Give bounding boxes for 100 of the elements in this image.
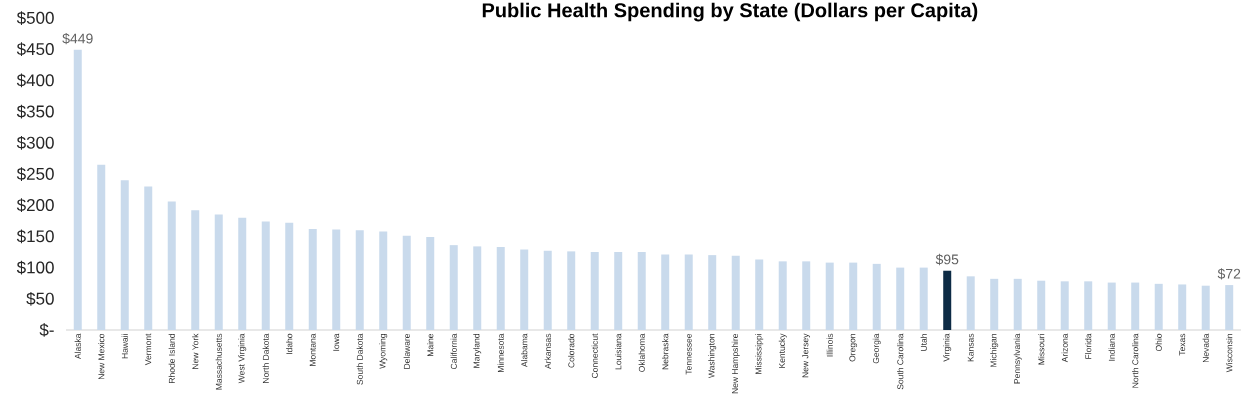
x-tick-label: Idaho xyxy=(286,333,293,355)
bar xyxy=(778,261,787,330)
bar xyxy=(943,270,952,330)
x-tick-label: Indiana xyxy=(1108,333,1115,361)
x-tick-label: New Jersey xyxy=(802,333,811,378)
bar xyxy=(802,261,811,330)
bar xyxy=(402,235,411,330)
bar xyxy=(731,255,740,330)
bar xyxy=(661,254,670,330)
bar xyxy=(261,221,270,330)
y-tick-label: $400 xyxy=(16,73,54,88)
y-tick-label: $- xyxy=(39,323,54,337)
bar xyxy=(520,249,529,330)
x-tick-label: California xyxy=(450,333,457,369)
y-tick-label: $200 xyxy=(16,198,54,213)
bar xyxy=(990,278,999,330)
x-tick-label: Kansas xyxy=(967,333,974,362)
bar xyxy=(238,217,247,330)
x-tick-label: Florida xyxy=(1085,333,1092,359)
x-tick-label: Illinois xyxy=(826,333,833,357)
bar xyxy=(825,262,834,330)
x-tick-label: New Hampshire xyxy=(731,333,740,394)
bar xyxy=(567,251,576,330)
bar xyxy=(872,263,881,330)
x-tick-label: Minnesota xyxy=(497,333,504,373)
bar xyxy=(332,229,341,330)
x-tick-label: Missouri xyxy=(1038,334,1045,365)
x-tick-label: Oklahoma xyxy=(638,333,645,372)
bar xyxy=(543,250,552,330)
bar xyxy=(73,49,82,330)
bar xyxy=(1060,281,1069,330)
x-tick-label: Wisconsin xyxy=(1226,334,1233,373)
bar xyxy=(285,222,294,330)
x-tick-label: Maryland xyxy=(473,334,482,368)
x-tick-label: Washington xyxy=(708,334,717,379)
x-tick-label: Louisiana xyxy=(615,333,622,370)
bar xyxy=(191,210,200,330)
bar xyxy=(966,276,975,330)
x-tick-label: Virginia xyxy=(943,333,952,362)
x-tick-label: Michigan xyxy=(990,334,999,367)
bar xyxy=(1084,281,1093,330)
bar xyxy=(1178,284,1187,330)
bar xyxy=(755,259,764,330)
bar xyxy=(449,245,458,330)
x-tick-label: Arkansas xyxy=(544,333,551,369)
data-label: $449 xyxy=(62,32,93,45)
x-tick-label: North Carolina xyxy=(1132,333,1139,388)
bar xyxy=(896,267,905,330)
bar xyxy=(214,214,223,330)
x-tick-label: Montana xyxy=(309,333,316,366)
x-tick-label: South Dakota xyxy=(356,333,363,385)
bar xyxy=(1154,283,1163,330)
x-tick-label: Delaware xyxy=(403,333,410,369)
x-tick-label: Utah xyxy=(920,334,927,351)
x-tick-label: Tennessee xyxy=(685,333,692,375)
x-tick-label: Pennsylvania xyxy=(1013,333,1022,384)
bar xyxy=(473,246,482,330)
y-tick-label: $50 xyxy=(26,291,54,306)
x-tick-label: Alaska xyxy=(74,333,81,360)
x-tick-label: New York xyxy=(192,333,199,369)
x-tick-label: Mississippi xyxy=(755,334,764,374)
bar xyxy=(1107,282,1116,330)
bar xyxy=(1131,282,1140,330)
y-tick-label: $150 xyxy=(16,229,54,244)
x-tick-label: Vermont xyxy=(145,333,152,366)
bar xyxy=(1201,285,1210,330)
chart-title: Public Health Spending by State (Dollars per Capita) xyxy=(482,2,978,22)
bar xyxy=(590,252,599,330)
y-tick-label: $450 xyxy=(16,42,54,57)
x-tick-label: Nebraska xyxy=(662,333,669,370)
x-tick-label: Oregon xyxy=(849,334,858,362)
x-tick-label: West Virginia xyxy=(238,333,247,384)
x-tick-label: South Carolina xyxy=(897,333,904,390)
bar xyxy=(1225,285,1234,330)
y-tick-label: $250 xyxy=(16,167,54,181)
x-tick-label: Georgia xyxy=(872,333,881,364)
y-tick-label: $300 xyxy=(16,135,54,150)
bar xyxy=(97,164,106,330)
x-tick-label: Iowa xyxy=(333,333,340,351)
x-tick-label: Nevada xyxy=(1202,333,1209,363)
x-tick-label: Connecticut xyxy=(591,333,598,378)
x-tick-label: Alabama xyxy=(521,333,528,368)
bar xyxy=(708,255,717,330)
y-tick-label: $100 xyxy=(16,260,54,275)
bar xyxy=(637,252,646,330)
x-tick-label: Kentucky xyxy=(778,333,787,368)
bar xyxy=(919,267,928,330)
bar xyxy=(355,230,364,330)
x-tick-label: Massachusetts xyxy=(215,333,222,390)
data-label: $95 xyxy=(935,253,959,266)
bar xyxy=(426,237,435,330)
y-tick-label: $350 xyxy=(16,104,54,119)
x-tick-label: Wyoming xyxy=(379,334,388,369)
x-tick-label: North Dakota xyxy=(262,333,269,383)
x-tick-label: Maine xyxy=(427,333,434,356)
bar xyxy=(308,228,317,330)
bar xyxy=(144,186,153,330)
bar xyxy=(1013,278,1022,330)
bar xyxy=(167,201,176,330)
x-tick-label: New Mexico xyxy=(98,333,105,380)
